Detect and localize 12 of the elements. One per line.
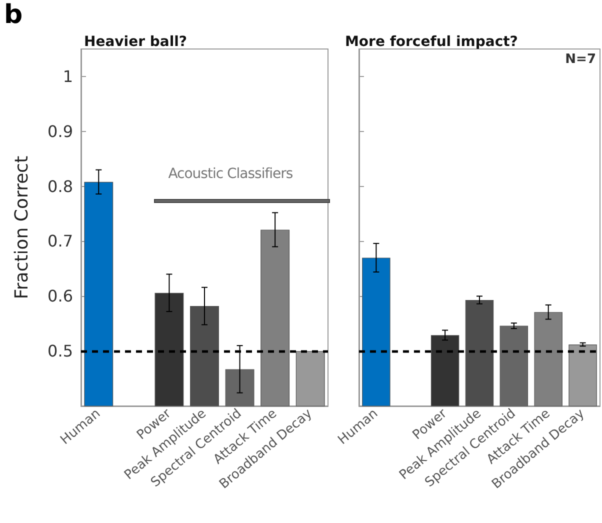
- y-tick-label: 0.7: [48, 232, 73, 251]
- y-axis-title: Fraction Correct: [12, 156, 32, 300]
- y-tick-label: 0.8: [48, 176, 73, 196]
- annotation: Acoustic Classifiers: [168, 166, 293, 182]
- y-tick-label: 0.9: [48, 122, 73, 141]
- y-tick-label: 1: [62, 66, 73, 86]
- chart-title: Heavier ball?: [84, 34, 188, 50]
- y-tick-label: 0.5: [48, 342, 73, 361]
- annotation: N=7: [565, 52, 596, 67]
- chart-title: More forceful impact?: [345, 34, 518, 50]
- text: b: [4, 0, 23, 30]
- y-tick-label: 0.6: [48, 286, 73, 306]
